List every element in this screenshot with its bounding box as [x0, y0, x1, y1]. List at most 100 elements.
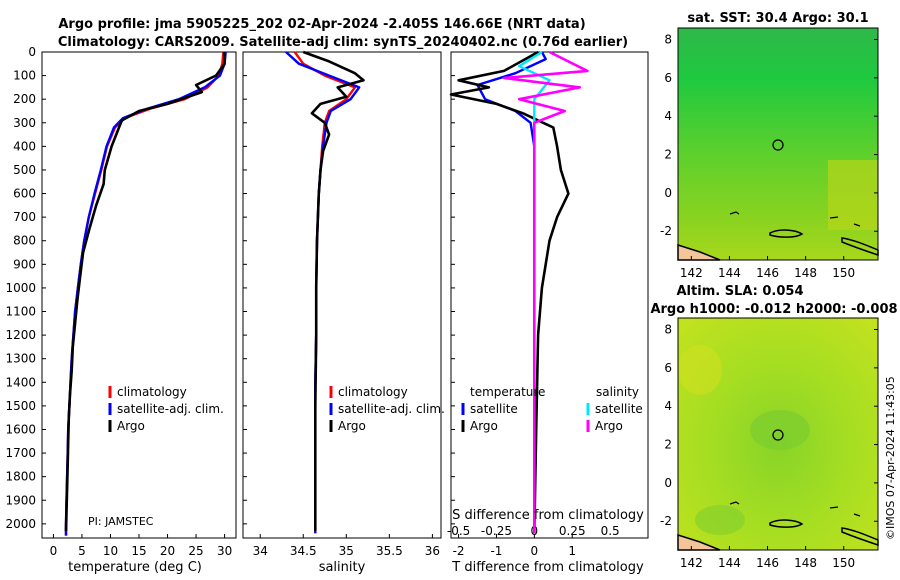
difference-legend: temperature salinity satellite Argo sate…	[461, 385, 643, 433]
lon-tick-label: 148	[794, 266, 817, 280]
depth-tick-label: 0	[28, 45, 36, 59]
depth-tick-label: 1000	[5, 281, 36, 295]
x-tick-label: 15	[131, 544, 146, 558]
lon-tick-label: 144	[718, 556, 741, 570]
salinity-series	[285, 50, 365, 534]
sst-map-ticks: 8 6 4 2 0 -2 142 144 146 148 150	[660, 33, 878, 280]
sla-argo-location-marker	[772, 429, 784, 441]
depth-tick-label: 400	[13, 139, 36, 153]
legend-sat-label: satellite-adj. clim.	[117, 402, 224, 416]
temperature-series	[64, 51, 227, 536]
lat-tick-label: 0	[664, 186, 672, 200]
x-tick-label: 25	[188, 544, 203, 558]
depth-tick-label: 1700	[5, 446, 36, 460]
lat-tick-label: 8	[664, 33, 672, 47]
depth-tick-label: 300	[13, 116, 36, 130]
s-diff-tick-label: -0.5	[447, 524, 470, 538]
legend-sal-header: salinity	[596, 385, 639, 399]
x-tick-label: 0	[50, 544, 58, 558]
sla-low-patch	[695, 505, 745, 535]
depth-tick-label: 1400	[5, 375, 36, 389]
x-tick-label: 10	[103, 544, 118, 558]
lon-tick-label: 146	[756, 266, 779, 280]
series-argo	[302, 50, 365, 531]
x-tick-label: -2	[453, 544, 465, 558]
temperature-xticks: 0 5 10 15 20 25 30	[42, 51, 232, 558]
x-tick-label: 20	[160, 544, 175, 558]
x-tick-label: 35.5	[376, 544, 403, 558]
s-diff-tick-label: -0.25	[481, 524, 512, 538]
series-argo	[64, 51, 226, 531]
legend-argo-label: Argo	[117, 419, 145, 433]
difference-panel: -2 -1 0 1-0.5 -0.25 0 0.25 0.5 T difference fro…	[447, 50, 649, 575]
lon-tick-label: 144	[718, 266, 741, 280]
sst-map: sat. SST: 30.4 Argo: 30.1 8 6 4 2 0 -2 142 144 1…	[660, 11, 879, 280]
lat-tick-label: 0	[664, 476, 672, 490]
depth-tick-label: 1200	[5, 328, 36, 342]
x-tick-label: 35	[339, 544, 354, 558]
series-temperature-argo	[449, 50, 570, 534]
depth-tick-label: 700	[13, 210, 36, 224]
series-salinity-argo	[502, 50, 589, 534]
legend-sat-s-label: satellite	[595, 402, 643, 416]
lat-tick-label: 2	[664, 438, 672, 452]
sst-map-frame	[677, 27, 879, 261]
sla-map-title-line2: Argo h1000: -0.012 h2000: -0.008	[650, 302, 897, 317]
sla-map-title-line1: Altim. SLA: 0.054	[677, 284, 804, 299]
lat-tick-label: 6	[664, 71, 672, 85]
lat-tick-label: 8	[664, 323, 672, 337]
legend-sat-t-label: satellite	[470, 402, 518, 416]
lon-tick-label: 148	[794, 556, 817, 570]
sst-warm-patch	[828, 160, 878, 230]
s-diff-tick-label: 0.25	[559, 524, 586, 538]
legend-argo-s-label: Argo	[595, 419, 623, 433]
lon-tick-label: 150	[832, 266, 855, 280]
difference-top-label: S difference from climatology	[452, 508, 644, 523]
temperature-axes	[41, 51, 237, 539]
sla-map: Altim. SLA: 0.054 Argo h1000: -0.012 h20…	[650, 284, 897, 570]
difference-xlabel: T difference from climatology	[451, 560, 644, 575]
pi-label: PI: JAMSTEC	[88, 515, 154, 528]
x-tick-label: 5	[78, 544, 86, 558]
lat-tick-label: -2	[660, 224, 672, 238]
lon-tick-label: 142	[680, 266, 703, 280]
lat-tick-label: 6	[664, 361, 672, 375]
sla-map-frame	[677, 317, 879, 551]
depth-tick-label: 1500	[5, 399, 36, 413]
temperature-legend: climatology satellite-adj. clim. Argo	[108, 385, 224, 433]
temperature-panel: 0 5 10 15 20 25 30 temperature (deg C) climato…	[41, 51, 237, 575]
sla-island	[729, 501, 861, 517]
x-tick-label: -1	[490, 544, 502, 558]
sla-high-patch	[678, 345, 722, 395]
sla-island	[769, 519, 804, 528]
s-diff-tick-label: 0.5	[601, 524, 620, 538]
lat-tick-label: 4	[664, 399, 672, 413]
sst-map-title: sat. SST: 30.4 Argo: 30.1	[687, 11, 868, 26]
depth-tick-label: 1100	[5, 305, 36, 319]
x-tick-label: 36	[425, 544, 440, 558]
depth-tick-label: 1600	[5, 422, 36, 436]
x-tick-label: 30	[217, 544, 232, 558]
depth-tick-label: 500	[13, 163, 36, 177]
depth-tick-label: 1900	[5, 493, 36, 507]
difference-series	[449, 50, 589, 534]
credit-timestamp: ©IMOS 07-Apr-2024 11:43:05	[884, 376, 897, 540]
lon-tick-label: 142	[680, 556, 703, 570]
salinity-xlabel: salinity	[319, 560, 366, 575]
x-tick-label: 34.5	[290, 544, 317, 558]
salinity-panel: 34 34.5 35 35.5 36 salinity climatology sate…	[242, 50, 445, 575]
sla-map-ticks: 8 6 4 2 0 -2 142 144 146 148 150	[660, 323, 878, 570]
depth-tick-label: 800	[13, 234, 36, 248]
sst-island	[769, 229, 804, 238]
depth-tick-label: 600	[13, 187, 36, 201]
lat-tick-label: -2	[660, 514, 672, 528]
depth-tick-label: 1300	[5, 352, 36, 366]
legend-argo-label: Argo	[338, 419, 366, 433]
depth-tick-label: 900	[13, 257, 36, 271]
legend-clim-label: climatology	[338, 385, 408, 399]
lat-tick-label: 4	[664, 109, 672, 123]
salinity-legend: climatology satellite-adj. clim. Argo	[329, 385, 445, 433]
salinity-axes	[242, 51, 442, 539]
depth-tick-label: 2000	[5, 517, 36, 531]
legend-argo-t-label: Argo	[470, 419, 498, 433]
